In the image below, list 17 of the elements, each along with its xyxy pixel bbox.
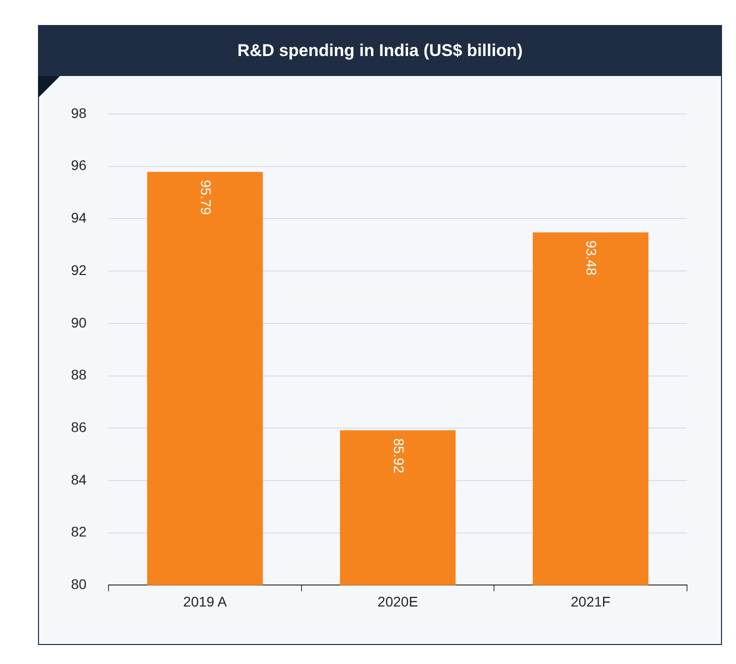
y-tick-label: 98 bbox=[70, 104, 87, 121]
data-label: 93.48 bbox=[584, 240, 600, 276]
y-tick-label: 92 bbox=[70, 262, 87, 278]
y-tick-label: 94 bbox=[70, 210, 87, 226]
x-tick-label: 2020E bbox=[378, 593, 418, 610]
y-tick-label: 90 bbox=[70, 314, 87, 330]
y-tick-label: 82 bbox=[70, 524, 87, 540]
data-label: 85.92 bbox=[390, 438, 407, 474]
x-tick-label: 2021F bbox=[570, 593, 610, 610]
y-tick-label: 88 bbox=[70, 366, 87, 383]
y-tick-label: 84 bbox=[70, 471, 87, 488]
data-label: 95.79 bbox=[198, 180, 214, 216]
y-tick-label: 86 bbox=[70, 418, 87, 435]
y-tick-label: 96 bbox=[70, 157, 87, 174]
y-tick-label: 80 bbox=[70, 576, 87, 592]
x-tick-label: 2019 A bbox=[183, 593, 228, 610]
chart-title: R&D spending in India (US$ billion) bbox=[39, 26, 721, 76]
